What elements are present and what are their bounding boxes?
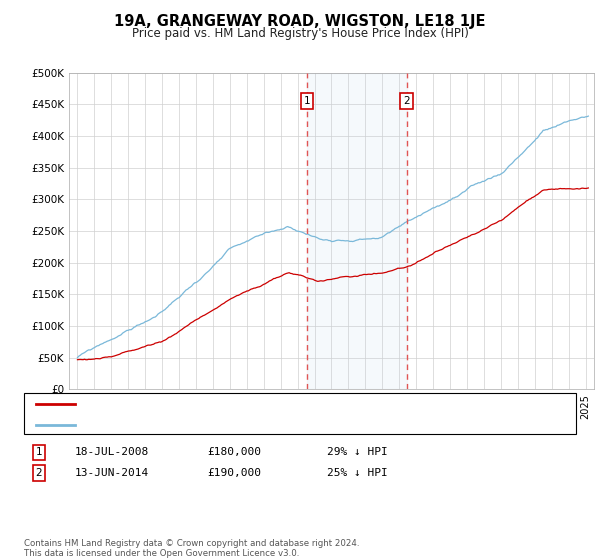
Text: 19A, GRANGEWAY ROAD, WIGSTON, LE18 1JE: 19A, GRANGEWAY ROAD, WIGSTON, LE18 1JE — [114, 14, 486, 29]
Text: Price paid vs. HM Land Registry's House Price Index (HPI): Price paid vs. HM Land Registry's House … — [131, 27, 469, 40]
Text: 18-JUL-2008: 18-JUL-2008 — [75, 447, 149, 458]
Text: 2: 2 — [35, 468, 43, 478]
Text: 1: 1 — [304, 96, 310, 106]
Bar — [307, 73, 407, 389]
Text: £180,000: £180,000 — [207, 447, 261, 458]
Text: 29% ↓ HPI: 29% ↓ HPI — [327, 447, 388, 458]
Text: £190,000: £190,000 — [207, 468, 261, 478]
Text: HPI: Average price, detached house, Oadby and Wigston: HPI: Average price, detached house, Oadb… — [81, 419, 391, 430]
Text: 25% ↓ HPI: 25% ↓ HPI — [327, 468, 388, 478]
Text: 1: 1 — [35, 447, 43, 458]
Text: 2: 2 — [403, 96, 410, 106]
Text: 19A, GRANGEWAY ROAD, WIGSTON, LE18 1JE (detached house): 19A, GRANGEWAY ROAD, WIGSTON, LE18 1JE (… — [81, 399, 428, 409]
Text: Contains HM Land Registry data © Crown copyright and database right 2024.
This d: Contains HM Land Registry data © Crown c… — [24, 539, 359, 558]
Text: 13-JUN-2014: 13-JUN-2014 — [75, 468, 149, 478]
